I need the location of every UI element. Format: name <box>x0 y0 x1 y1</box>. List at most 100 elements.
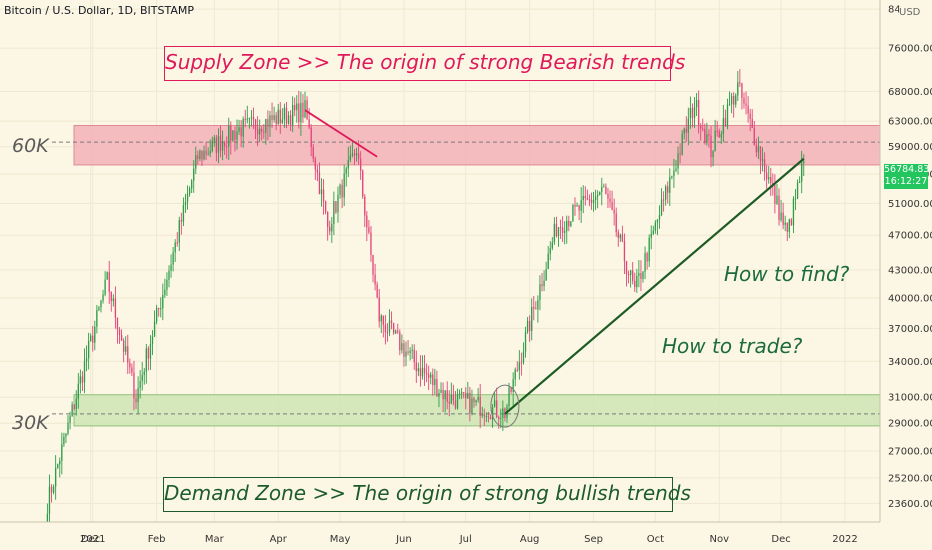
candle-body <box>395 330 397 334</box>
candle-body <box>403 343 405 357</box>
candle-body <box>450 394 453 404</box>
candle-body <box>329 227 331 232</box>
time-tick-label: Aug <box>520 534 540 545</box>
candle-body <box>232 130 234 141</box>
candle-body <box>557 227 560 237</box>
candle-body <box>485 416 488 418</box>
candle-body <box>798 181 801 183</box>
candle-body <box>609 198 611 203</box>
candle-body <box>489 417 492 420</box>
candle-body <box>153 321 156 337</box>
candle-body <box>405 351 407 357</box>
last-price-time: 16:12:27 <box>884 176 928 187</box>
candle-body <box>306 100 308 120</box>
candle-body <box>582 196 584 201</box>
candle-body <box>743 98 745 104</box>
candle-body <box>718 131 720 138</box>
candle-body <box>320 189 323 195</box>
resistance-line <box>304 109 378 158</box>
how-to-trade-text[interactable]: How to trade? <box>662 334 803 358</box>
price-tick-label: 25200.00 <box>888 473 932 484</box>
candle-body <box>623 241 626 262</box>
candle-body <box>248 118 251 120</box>
supply-zone-rect <box>73 125 881 166</box>
candle-body <box>71 404 73 417</box>
candle-body <box>722 118 725 134</box>
candle-body <box>263 131 265 133</box>
candle-body <box>660 199 663 216</box>
candle-body <box>217 136 220 153</box>
candle-body <box>697 99 700 126</box>
candle-body <box>801 162 803 182</box>
time-tick-label: Apr <box>270 534 288 545</box>
how-to-find-text[interactable]: How to find? <box>724 262 850 286</box>
candle-body <box>122 340 125 352</box>
candle-body <box>182 205 185 222</box>
candle-body <box>203 150 205 160</box>
candle-body <box>739 82 741 84</box>
candle-body <box>312 147 314 159</box>
price-tick-label: 47000.00 <box>888 231 932 242</box>
candle-body <box>615 213 617 233</box>
candle-body <box>372 254 374 275</box>
candle-body <box>195 155 197 169</box>
candle-body <box>125 346 127 352</box>
candle-body <box>158 307 160 309</box>
time-tick-label: Dec <box>81 534 100 545</box>
candle-body <box>452 394 455 401</box>
price-tick-label: 34000.00 <box>888 357 932 368</box>
candle-body <box>728 104 731 106</box>
candle-body <box>213 137 216 141</box>
price-axis[interactable]: 8476000.0068000.0063000.0059000.0055000.… <box>879 0 932 550</box>
price-tick-label: 51000.00 <box>888 199 932 210</box>
candle-body <box>419 368 422 377</box>
candle-body <box>613 209 615 214</box>
demand-zone-annotation[interactable]: Demand Zone >> The origin of strong bull… <box>163 477 691 512</box>
candle-body <box>384 324 387 333</box>
candle-body <box>679 153 681 155</box>
candle-body <box>304 100 306 118</box>
candle-body <box>73 404 75 410</box>
candle-body <box>448 401 450 404</box>
candle-body <box>244 119 246 121</box>
candle-body <box>712 151 714 158</box>
candle-body <box>691 108 694 118</box>
candle-body <box>335 201 337 213</box>
candle-body <box>531 306 533 331</box>
candle-body <box>102 294 104 301</box>
price-tick-label: 63000.00 <box>888 117 932 128</box>
candle-body <box>230 125 232 141</box>
candle-body <box>409 350 411 353</box>
candle-body <box>650 233 652 238</box>
candle-body <box>178 220 180 243</box>
candle-body <box>52 486 55 493</box>
candle-body <box>551 242 553 249</box>
candle-body <box>460 392 463 394</box>
candle-body <box>627 273 630 276</box>
candle-body <box>275 115 277 125</box>
currency-label[interactable]: USD <box>899 7 921 18</box>
candle-body <box>160 308 162 310</box>
candle-body <box>636 275 638 288</box>
candle-body <box>186 193 189 202</box>
candle-body <box>390 320 393 323</box>
candle-body <box>285 107 288 124</box>
time-axis-bg <box>0 522 932 550</box>
candle-body <box>671 176 673 178</box>
price-tick-label: 40000.00 <box>888 294 932 305</box>
candle-body <box>528 320 531 331</box>
candle-body <box>289 115 292 126</box>
candle-body <box>434 378 436 386</box>
drawing-lines <box>304 109 805 428</box>
candle-body <box>759 146 762 161</box>
candle-body <box>302 102 304 118</box>
candle-body <box>520 362 523 364</box>
candle-body <box>92 335 94 343</box>
candle-body <box>524 331 527 352</box>
candle-body <box>432 374 434 386</box>
candle-body <box>106 272 108 280</box>
supply-zone-annotation[interactable]: Supply Zone >> The origin of strong Bear… <box>164 46 685 81</box>
candle-body <box>283 107 286 120</box>
